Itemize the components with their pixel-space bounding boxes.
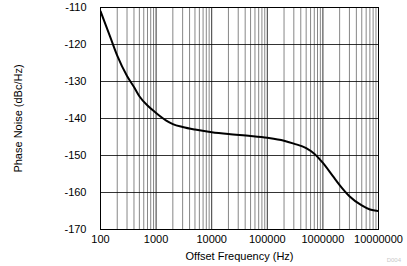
svg-text:Phase Noise (dBc/Hz): Phase Noise (dBc/Hz) [12,64,24,172]
svg-text:100: 100 [91,233,109,245]
svg-text:-110: -110 [65,1,86,13]
svg-text:Offset Frequency (Hz): Offset Frequency (Hz) [186,250,294,262]
html-text:D004: D004 [386,257,401,263]
svg-text:-160: -160 [64,186,86,198]
svg-text:1000: 1000 [144,233,168,245]
svg-text:10000: 10000 [196,233,227,245]
svg-text:-170: -170 [64,223,86,235]
svg-text:-120: -120 [64,38,86,50]
svg-text:1000000: 1000000 [301,233,344,245]
svg-text:-130: -130 [64,75,86,87]
svg-text:-140: -140 [64,112,86,124]
svg-text:-150: -150 [64,149,86,161]
svg-text:100000: 100000 [249,233,286,245]
svg-text:10000000: 10000000 [354,233,403,245]
